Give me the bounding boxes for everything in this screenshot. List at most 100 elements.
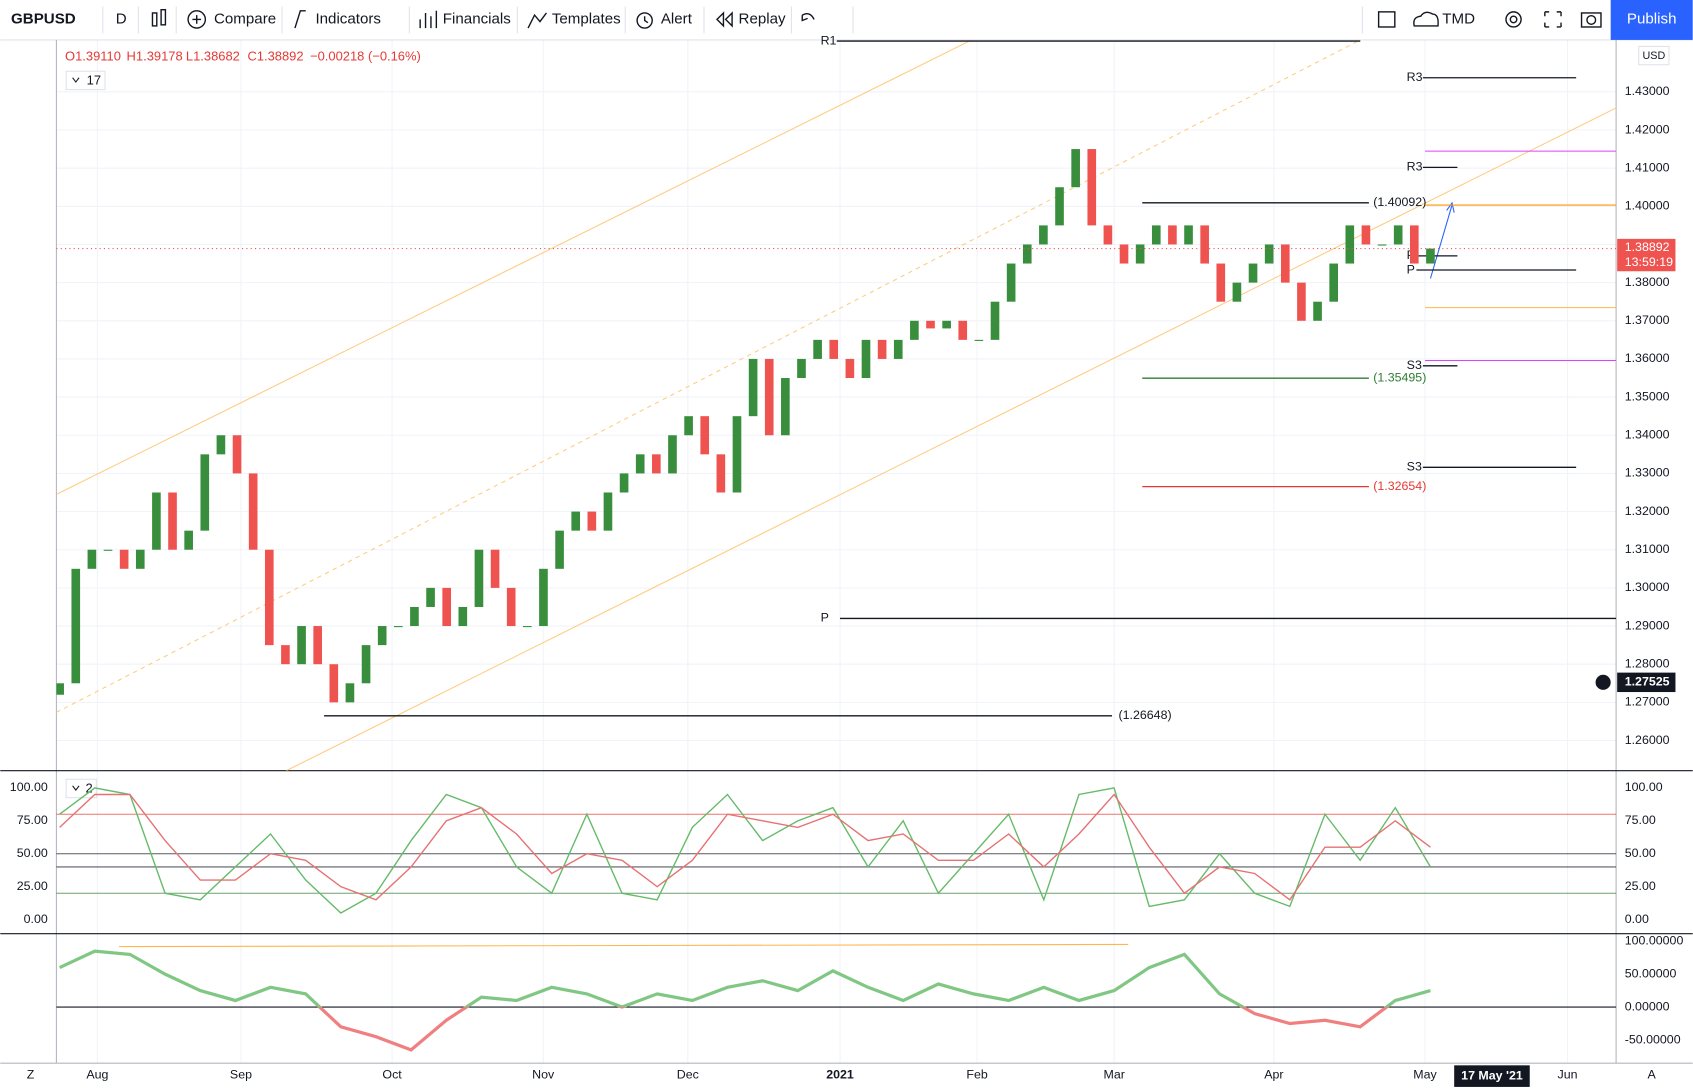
compare-button[interactable]: Compare [214, 10, 276, 27]
candle [829, 339, 839, 359]
y-tick-label: 1.27000 [1625, 695, 1670, 709]
y-tick-label: 1.37000 [1625, 313, 1670, 327]
candle [684, 416, 693, 436]
ohlc-open: O1.39110 [65, 49, 121, 64]
symbol[interactable]: GBPUSD [11, 10, 76, 27]
x-tick-label: Apr [1264, 1067, 1283, 1081]
candle [1200, 225, 1209, 264]
candle [1248, 263, 1258, 283]
trend-channel [56, 39, 1617, 771]
candle [345, 683, 355, 703]
momentum-line-positive [58, 949, 1431, 1008]
y-tick-label: 1.26000 [1625, 733, 1670, 747]
candle [926, 320, 935, 329]
alert-button[interactable]: Alert [661, 10, 693, 27]
candle [619, 473, 629, 493]
candle [861, 339, 871, 379]
level-label: P [821, 611, 829, 625]
candle [71, 568, 81, 684]
templates-button[interactable]: Templates [552, 10, 621, 27]
ohlc-change: −0.00218 (−0.16%) [310, 49, 421, 64]
indicator-count[interactable]: 17 [87, 72, 101, 87]
y-tick-label: 1.34000 [1625, 428, 1670, 442]
candle [1039, 225, 1048, 245]
oscillator-count[interactable]: 2 [86, 780, 93, 795]
chevron [72, 77, 80, 83]
y-tick-label: 100.00000 [1625, 934, 1684, 948]
candle [313, 626, 322, 665]
level-label: (1.40092) [1373, 195, 1426, 209]
y-tick-label: 1.38000 [1625, 275, 1670, 289]
candle [716, 454, 726, 493]
toolbar-icons [151, 9, 1602, 29]
publish-button[interactable] [1610, 0, 1693, 40]
interval[interactable]: D [116, 10, 127, 27]
x-tick-label: Oct [382, 1067, 402, 1081]
candle [877, 339, 887, 359]
candle [1087, 149, 1097, 226]
level-label: (1.32654) [1373, 479, 1426, 493]
crosshair-label: 1.27525 [1625, 675, 1670, 689]
candle [1071, 149, 1080, 188]
financials-button[interactable]: Financials [443, 10, 511, 27]
footer-left[interactable]: Z [27, 1067, 35, 1081]
candle [216, 435, 226, 455]
candle [587, 511, 597, 531]
cursor-date-badge [1454, 1065, 1530, 1087]
candle [1345, 225, 1355, 264]
candle [87, 549, 97, 569]
candle [1103, 225, 1113, 245]
indicators-button[interactable]: Indicators [315, 10, 381, 27]
candle [1409, 225, 1419, 264]
level-label: (1.26648) [1119, 708, 1172, 722]
candle [506, 587, 516, 627]
footer-right[interactable]: A [1648, 1067, 1657, 1081]
candle [377, 626, 387, 646]
replay-button[interactable]: Replay [739, 10, 786, 27]
y-tick-label: 1.33000 [1625, 466, 1670, 480]
level-label: R3 [1407, 160, 1423, 174]
candle [1216, 263, 1226, 302]
y-tick-label: 1.28000 [1625, 656, 1670, 670]
candle [297, 626, 306, 665]
candle [393, 626, 403, 628]
candle [1055, 187, 1064, 226]
y-tick-label: 75.00 [1625, 813, 1656, 827]
candle [781, 378, 790, 436]
candle [958, 320, 968, 340]
candle [426, 587, 435, 607]
candle [539, 568, 548, 627]
y-tick-label: 1.40000 [1625, 199, 1670, 213]
x-tick-label: Dec [677, 1067, 699, 1081]
momentum-line-negative [317, 1007, 1390, 1052]
y-tick-label: 1.43000 [1625, 84, 1670, 98]
candle [942, 320, 951, 329]
layout-name[interactable]: TMD [1442, 10, 1475, 27]
level-label: S3 [1407, 460, 1422, 474]
reference-line [119, 943, 1129, 948]
level-label: (1.35495) [1373, 370, 1426, 384]
candle [119, 549, 129, 569]
publish-label[interactable]: Publish [1627, 10, 1677, 27]
x-tick-label: Mar [1103, 1067, 1124, 1081]
candle [571, 511, 581, 531]
candle [845, 358, 855, 379]
x-tick-label: Aug [86, 1067, 108, 1081]
ohlc-legend: O1.39110 H1.39178 L1.38682 C1.38892 −0.0… [65, 49, 421, 64]
ohlc-close: C1.38892 [247, 49, 303, 64]
candle [1426, 248, 1435, 264]
candle [635, 454, 645, 474]
candle [1361, 225, 1371, 245]
last-price-badge [1617, 238, 1676, 272]
chevron [72, 785, 80, 791]
candle [893, 339, 903, 359]
candle [410, 606, 419, 627]
candle [1264, 244, 1274, 264]
projection-arrow [1429, 201, 1455, 279]
y-tick-label: 75.00 [17, 813, 48, 827]
indicators-toggle[interactable] [65, 70, 106, 91]
y-tick-label: 50.00 [17, 846, 48, 860]
x-tick-label: Feb [966, 1067, 987, 1081]
add-button[interactable] [1595, 674, 1611, 690]
